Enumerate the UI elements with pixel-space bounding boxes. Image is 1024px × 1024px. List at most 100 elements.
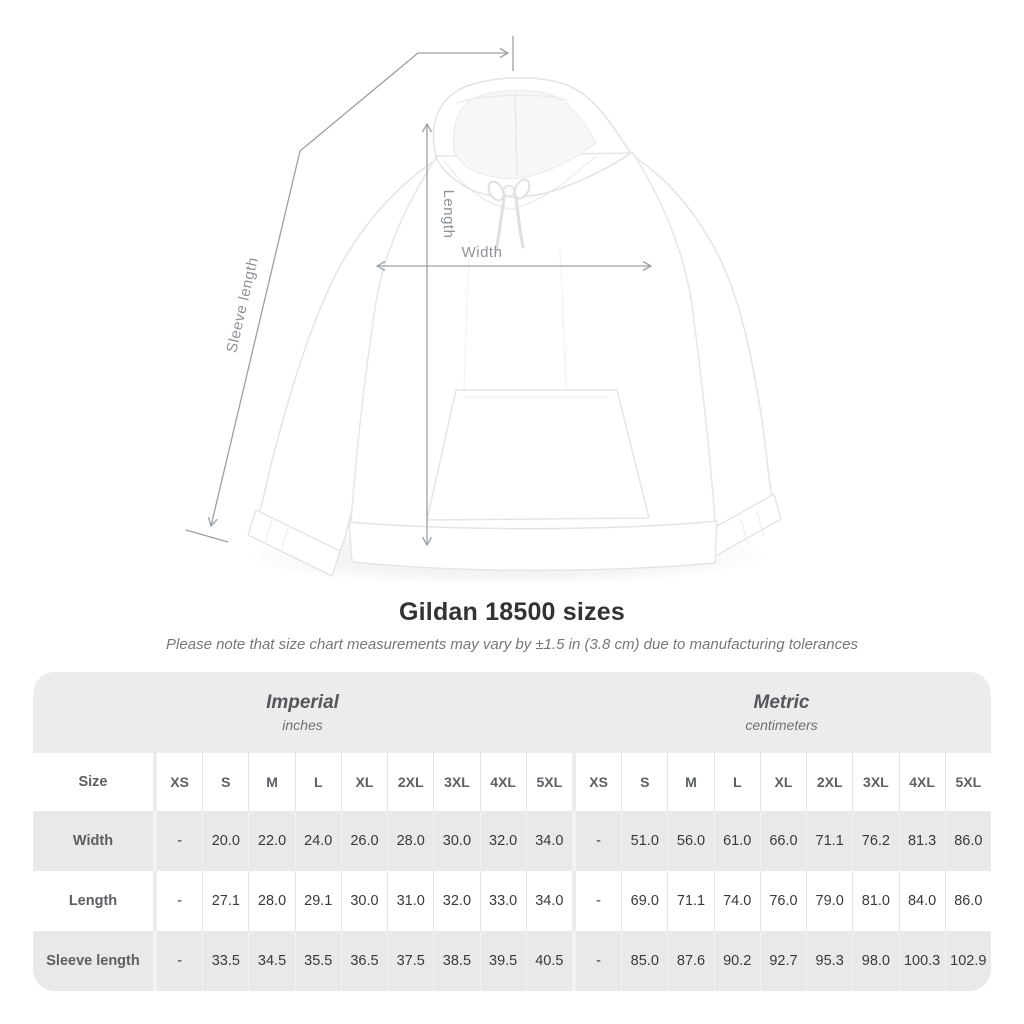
hoodie-pocket <box>426 389 650 521</box>
value-cell: 22.0 <box>248 811 295 871</box>
table-row-length: Length - 27.1 28.0 29.1 30.0 31.0 32.0 3… <box>33 871 991 931</box>
size-header-cell: XL <box>759 753 807 811</box>
value-cell: 29.1 <box>294 871 341 931</box>
value-cell: 86.0 <box>944 811 991 871</box>
hoodie-hem-band <box>348 520 718 572</box>
value-cell: 36.5 <box>340 931 388 991</box>
hoodie-measurement-figure: Sleeve length Length Width <box>185 36 782 586</box>
value-cell: 56.0 <box>667 811 714 871</box>
value-cell: 98.0 <box>852 931 899 991</box>
value-cell: 28.0 <box>387 811 434 871</box>
value-cell: - <box>153 871 203 931</box>
value-cell: 30.0 <box>340 871 388 931</box>
length-label: Length <box>440 190 457 239</box>
hoodie-hood <box>432 77 632 198</box>
size-header-cell: S <box>202 753 249 811</box>
value-cell: - <box>153 931 203 991</box>
imperial-unit-label: inches <box>282 717 323 733</box>
hood-back-fold <box>456 94 570 104</box>
value-cell: 90.2 <box>713 931 760 991</box>
size-header-cell: XL <box>340 753 388 811</box>
value-cell: 31.0 <box>387 871 434 931</box>
value-cell: 71.1 <box>667 871 714 931</box>
value-cell: 34.0 <box>525 811 572 871</box>
value-cell: 61.0 <box>713 811 760 871</box>
value-cell: 34.0 <box>525 871 572 931</box>
size-header-cell: XS <box>571 753 622 811</box>
imperial-label: Imperial <box>266 692 339 713</box>
value-cell: 92.7 <box>759 931 807 991</box>
value-cell: 95.3 <box>806 931 853 991</box>
value-cell: 39.5 <box>479 931 526 991</box>
value-cell: 37.5 <box>387 931 434 991</box>
value-cell: 34.5 <box>248 931 295 991</box>
table-row-width: Width - 20.0 22.0 24.0 26.0 28.0 30.0 32… <box>33 811 991 871</box>
size-table: Imperial inches Metric centimeters Size … <box>33 672 991 991</box>
hoodie-illustration <box>247 77 782 577</box>
page-title: Gildan 18500 sizes <box>399 598 625 626</box>
value-cell: 81.3 <box>898 811 945 871</box>
value-cell: 87.6 <box>667 931 714 991</box>
value-cell: 20.0 <box>202 811 249 871</box>
value-cell: 24.0 <box>294 811 341 871</box>
value-cell: - <box>571 931 622 991</box>
size-header-cell: M <box>248 753 295 811</box>
value-cell: 74.0 <box>713 871 760 931</box>
row-label: Sleeve length <box>33 931 153 991</box>
value-cell: 40.5 <box>525 931 572 991</box>
size-header-cell: 3XL <box>852 753 899 811</box>
value-cell: 76.2 <box>852 811 899 871</box>
size-header-cell: 3XL <box>433 753 480 811</box>
imperial-group-header: Imperial inches <box>33 672 572 753</box>
size-header-cell: 5XL <box>525 753 572 811</box>
value-cell: 51.0 <box>621 811 668 871</box>
hood-center-seam <box>514 91 518 175</box>
table-row-sleeve-length: Sleeve length - 33.5 34.5 35.5 36.5 37.5… <box>33 931 991 991</box>
metric-group-header: Metric centimeters <box>572 672 991 753</box>
measurement-lines <box>185 36 651 545</box>
size-header-row: Size XS S M L XL 2XL 3XL 4XL 5XL XS S M … <box>33 753 991 811</box>
value-cell: 84.0 <box>898 871 945 931</box>
size-header-cell: S <box>621 753 668 811</box>
row-label: Width <box>33 811 153 871</box>
value-cell: 32.0 <box>479 811 526 871</box>
value-cell: 26.0 <box>340 811 388 871</box>
value-cell: 30.0 <box>433 811 480 871</box>
hoodie-drawstring <box>487 178 531 254</box>
value-cell: 33.5 <box>202 931 249 991</box>
value-cell: 28.0 <box>248 871 295 931</box>
value-cell: 32.0 <box>433 871 480 931</box>
metric-unit-label: centimeters <box>745 717 818 733</box>
value-cell: 38.5 <box>433 931 480 991</box>
sleeve-cuff-tick <box>185 529 229 543</box>
width-label: Width <box>462 244 503 261</box>
value-cell: 85.0 <box>621 931 668 991</box>
sleeve-length-line <box>211 52 419 526</box>
tolerance-note: Please note that size chart measurements… <box>166 636 858 653</box>
size-header-cell: XS <box>153 753 203 811</box>
size-header-cell: 2XL <box>806 753 853 811</box>
value-cell: 76.0 <box>759 871 807 931</box>
value-cell: 66.0 <box>759 811 807 871</box>
size-header-cell: 4XL <box>898 753 945 811</box>
hoodie-neckline <box>444 155 597 210</box>
size-header-cell: L <box>294 753 341 811</box>
value-cell: - <box>153 811 203 871</box>
size-header-cell: L <box>713 753 760 811</box>
hood-inner <box>452 89 597 179</box>
value-cell: 69.0 <box>621 871 668 931</box>
value-cell: 33.0 <box>479 871 526 931</box>
row-label: Length <box>33 871 153 931</box>
value-cell: 81.0 <box>852 871 899 931</box>
sleeve-length-label: Sleeve length <box>223 256 261 355</box>
size-header-cell: 4XL <box>479 753 526 811</box>
value-cell: 35.5 <box>294 931 341 991</box>
size-header-cell: M <box>667 753 714 811</box>
unit-group-row: Imperial inches Metric centimeters <box>33 672 991 753</box>
value-cell: 86.0 <box>944 871 991 931</box>
value-cell: 79.0 <box>806 871 853 931</box>
size-header-cell: 2XL <box>387 753 434 811</box>
value-cell: 102.9 <box>944 931 991 991</box>
hoodie-left-cuff <box>247 509 341 577</box>
